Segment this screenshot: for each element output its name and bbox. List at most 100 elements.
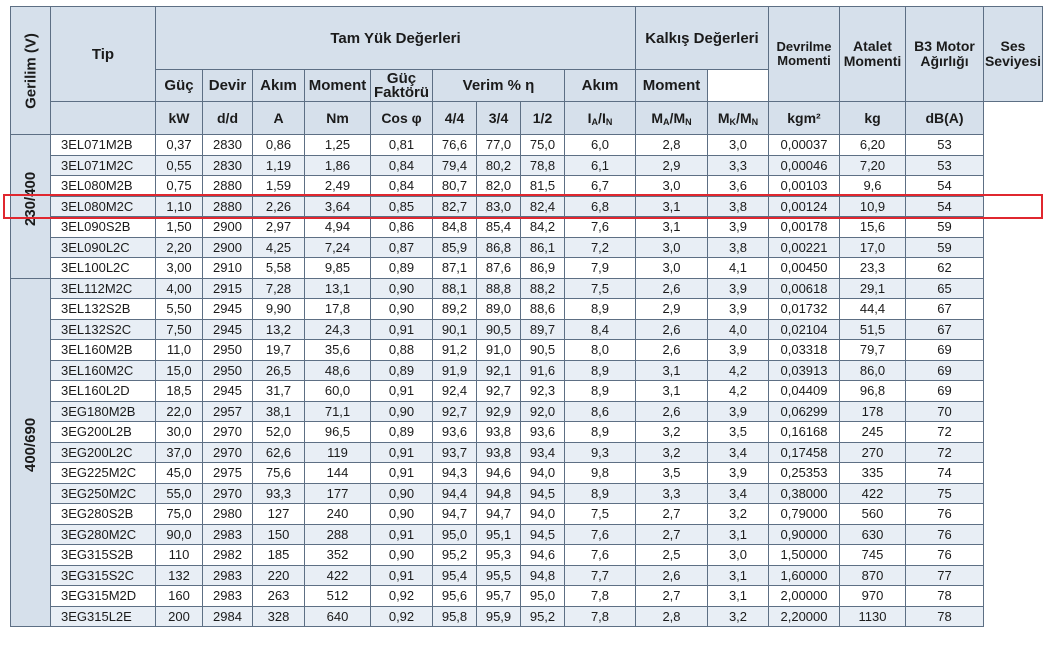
table-cell: 94,6 <box>476 462 521 484</box>
table-cell: 335 <box>839 462 906 484</box>
table-cell: 2980 <box>202 503 253 525</box>
table-cell: 89,7 <box>520 318 565 340</box>
table-cell: 78 <box>905 605 984 627</box>
table-cell: 94,4 <box>432 482 477 504</box>
table-cell: 70 <box>905 400 984 422</box>
table-cell: 94,7 <box>432 503 477 525</box>
table-cell: 352 <box>304 544 371 566</box>
table-cell: 75,0 <box>155 503 203 525</box>
table-cell: 7,20 <box>839 154 906 176</box>
header-atalet: Atalet Momenti <box>839 6 906 102</box>
table-cell: 9,90 <box>252 298 305 320</box>
table-cell: 2,20000 <box>768 605 840 627</box>
motor-type-cell: 3EG315S2B <box>50 544 156 566</box>
table-cell: 71,1 <box>304 400 371 422</box>
table-cell: 2880 <box>202 175 253 197</box>
table-cell: 0,90 <box>370 400 433 422</box>
unit-nm: Nm <box>304 101 371 135</box>
table-cell: 76 <box>905 544 984 566</box>
table-cell: 92,0 <box>520 400 565 422</box>
motor-type-cell: 3EG250M2C <box>50 482 156 504</box>
table-cell: 4,2 <box>707 359 769 381</box>
table-cell: 4,94 <box>304 216 371 238</box>
table-cell: 35,6 <box>304 339 371 361</box>
table-row: 3EG280S2B 75,0 2980 127 240 0,90 94,7 94,7 94,0 7… <box>11 503 1043 525</box>
table-cell: 2984 <box>202 605 253 627</box>
table-cell: 8,9 <box>564 421 636 443</box>
table-cell: 2970 <box>202 421 253 443</box>
table-row: 400/690 3EL112M2C 4,00 2915 7,28 13,1 0,90 88,1… <box>10 277 1043 627</box>
motor-type-cell: 3EG315S2C <box>50 564 156 586</box>
table-cell: 72 <box>905 441 984 463</box>
table-cell: 0,86 <box>252 134 305 156</box>
voltage-group-label: 400/690 <box>10 277 51 627</box>
table-cell: 2,8 <box>635 134 708 156</box>
table-cell: 1,60000 <box>768 564 840 586</box>
table-row: 3EG315S2B 110 2982 185 352 0,90 95,2 95,3 94,6 7,… <box>11 544 1043 566</box>
table-cell: 9,3 <box>564 441 636 463</box>
table-cell: 0,00450 <box>768 257 840 279</box>
table-cell: 2,9 <box>635 298 708 320</box>
table-cell: 88,2 <box>520 277 565 299</box>
table-cell: 29,1 <box>839 277 906 299</box>
table-cell: 88,8 <box>476 277 521 299</box>
table-cell: 2950 <box>202 359 253 381</box>
table-row: 3EG280M2C 90,0 2983 150 288 0,91 95,0 95,1 94,5 7… <box>11 523 1043 545</box>
table-cell: 144 <box>304 462 371 484</box>
table-cell: 26,5 <box>252 359 305 381</box>
table-row: 3EL160M2B 11,0 2950 19,7 35,6 0,88 91,2 91,0 90,… <box>11 339 1043 361</box>
table-cell: 62,6 <box>252 441 305 463</box>
table-cell: 220 <box>252 564 305 586</box>
table-cell: 2,9 <box>635 154 708 176</box>
voltage-group-label: 230/400 <box>10 134 51 279</box>
table-cell: 55,0 <box>155 482 203 504</box>
table-cell: 82,7 <box>432 195 477 217</box>
table-cell: 8,6 <box>564 400 636 422</box>
table-cell: 8,9 <box>564 298 636 320</box>
table-cell: 0,84 <box>370 175 433 197</box>
table-cell: 3,9 <box>707 277 769 299</box>
unit-cos: Cos φ <box>370 101 433 135</box>
table-cell: 7,5 <box>564 503 636 525</box>
table-cell: 91,2 <box>432 339 477 361</box>
table-cell: 30,0 <box>155 421 203 443</box>
table-cell: 3,1 <box>635 195 708 217</box>
table-cell: 2975 <box>202 462 253 484</box>
motor-type-cell: 3EL160L2D <box>50 380 156 402</box>
motor-type-cell: 3EL090S2B <box>50 216 156 238</box>
table-cell: 8,9 <box>564 380 636 402</box>
table-cell: 94,8 <box>520 564 565 586</box>
table-cell: 84,8 <box>432 216 477 238</box>
table-cell: 90,0 <box>155 523 203 545</box>
table-row: 3EG200L2C 37,0 2970 62,6 119 0,91 93,7 93,8 93,4… <box>11 441 1043 463</box>
table-cell: 87,6 <box>476 257 521 279</box>
table-cell: 4,0 <box>707 318 769 340</box>
table-cell: 0,01732 <box>768 298 840 320</box>
table-cell: 17,0 <box>839 236 906 258</box>
table-cell: 95,9 <box>476 605 521 627</box>
table-cell: 23,3 <box>839 257 906 279</box>
unit-kw: kW <box>155 101 203 135</box>
table-cell: 48,6 <box>304 359 371 381</box>
motor-type-cell: 3EL112M2C <box>50 277 156 299</box>
table-cell: 92,7 <box>476 380 521 402</box>
table-cell: 82,4 <box>520 195 565 217</box>
motor-type-cell: 3EG180M2B <box>50 400 156 422</box>
table-cell: 0,79000 <box>768 503 840 525</box>
table-cell: 3,1 <box>635 380 708 402</box>
table-row: 3EL132S2C 7,50 2945 13,2 24,3 0,91 90,1 90,5 89,… <box>11 318 1043 340</box>
table-cell: 1130 <box>839 605 906 627</box>
table-cell: 0,91 <box>370 441 433 463</box>
table-cell: 119 <box>304 441 371 463</box>
table-cell: 288 <box>304 523 371 545</box>
table-cell: 7,6 <box>564 544 636 566</box>
motor-type-cell: 3EG200L2C <box>50 441 156 463</box>
table-cell: 69 <box>905 339 984 361</box>
table-row: 3EL080M2B 0,75 2880 1,59 2,49 0,84 80,7 82,0 81,… <box>11 175 1043 197</box>
header-moment: Moment <box>304 69 371 102</box>
table-cell: 95,3 <box>476 544 521 566</box>
motor-type-cell: 3EL080M2C <box>50 195 156 217</box>
table-cell: 3,3 <box>635 482 708 504</box>
table-cell: 80,2 <box>476 154 521 176</box>
unit-db: dB(A) <box>905 101 984 135</box>
